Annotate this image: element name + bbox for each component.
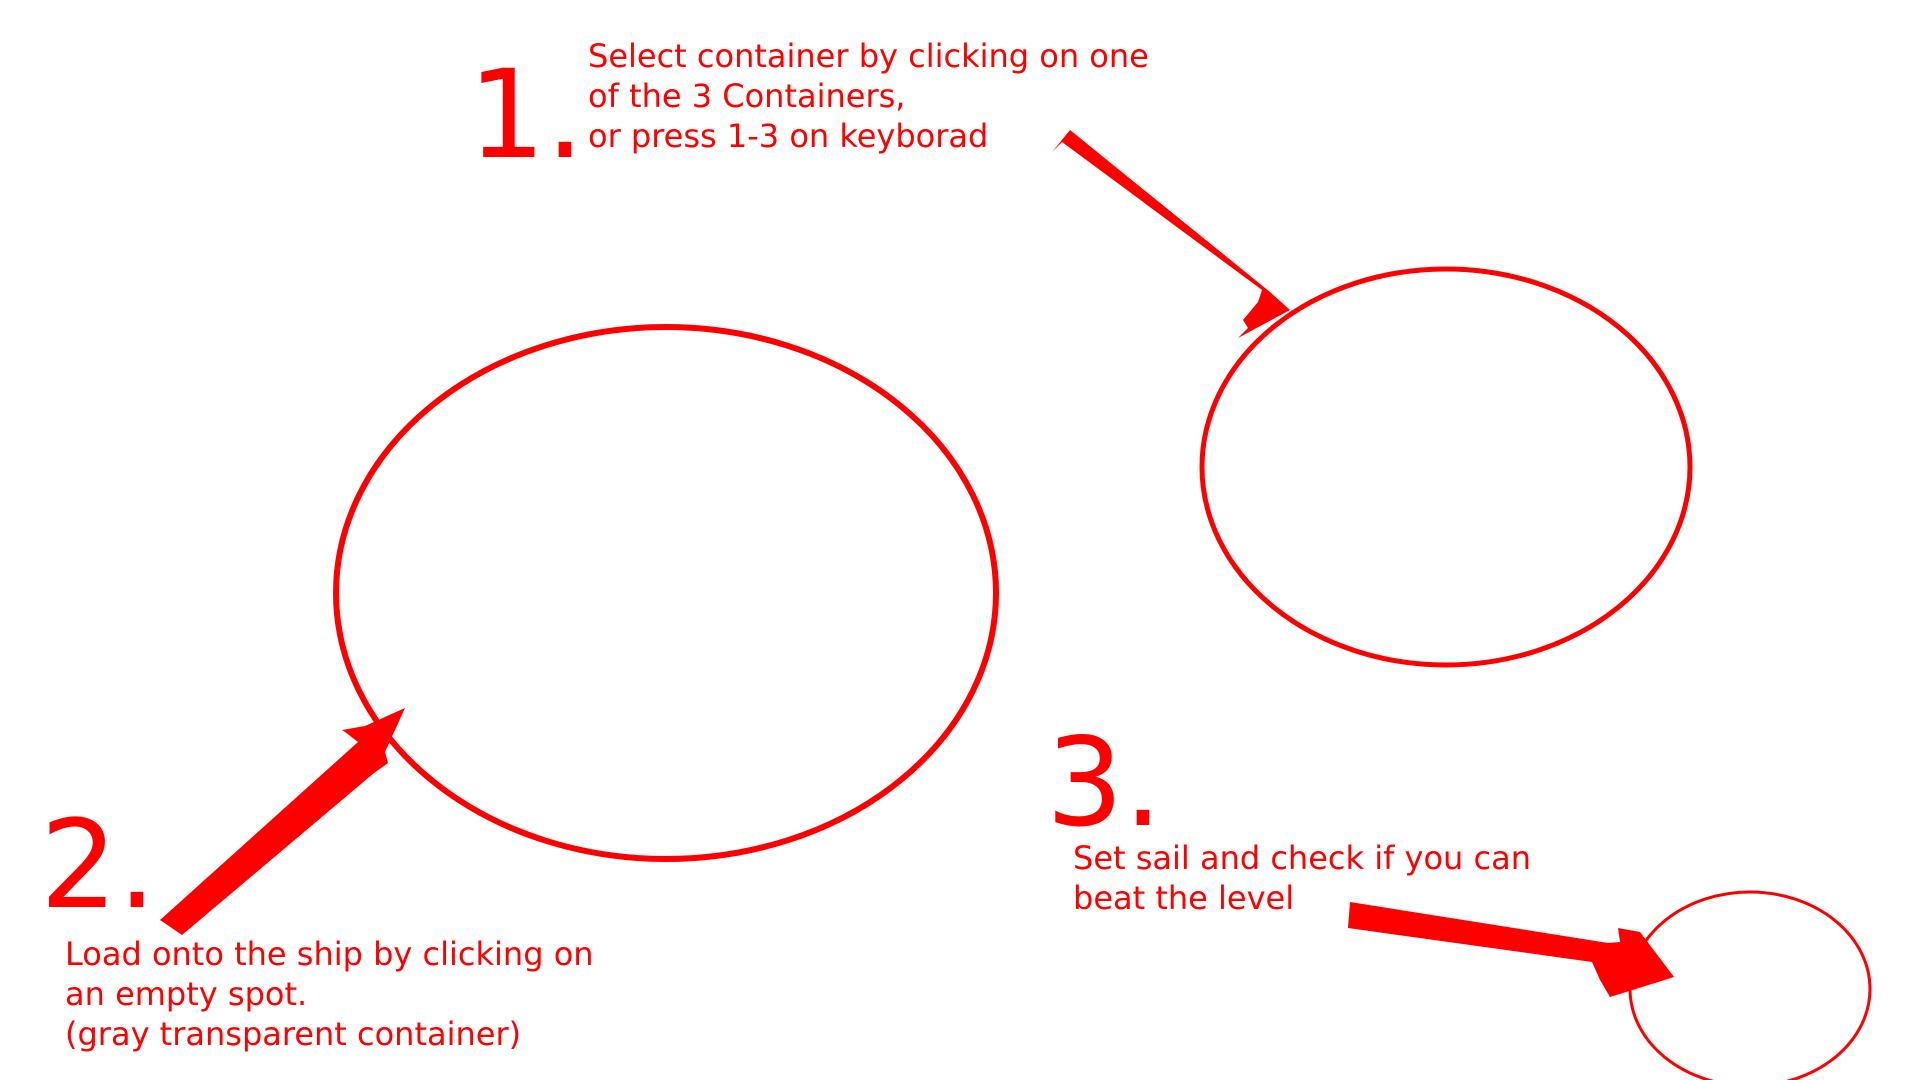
container-select-highlight-circle (1199, 266, 1693, 668)
step-1-line: of the 3 Containers, (588, 77, 906, 115)
step-2-line: Load onto the ship by clicking on (65, 935, 594, 973)
step-2-line: an empty spot. (65, 975, 308, 1013)
empty-spot-highlight-circle (333, 324, 999, 862)
step-1-line: Select container by clicking on one (588, 37, 1149, 75)
step-1-instructions: Select container by clicking on one of t… (588, 36, 1149, 156)
step-1-number: 1. (468, 44, 585, 186)
step-2-instructions: Load onto the ship by clicking on an emp… (65, 934, 594, 1054)
step1-arrow-icon (1052, 130, 1290, 338)
step-3-instructions: Set sail and check if you can beat the l… (1073, 838, 1531, 918)
step-2-number: 2. (40, 794, 157, 936)
step-3-line: Set sail and check if you can (1073, 839, 1531, 877)
step-3-number: 3. (1046, 712, 1163, 854)
step-1-line: or press 1-3 on keyborad (588, 117, 989, 155)
step3-arrow-icon (1348, 902, 1674, 997)
set-sail-button-highlight-circle (1628, 890, 1872, 1080)
step2-arrow-icon (160, 708, 405, 935)
step-3-line: beat the level (1073, 879, 1295, 917)
step-2-line: (gray transparent container) (65, 1015, 522, 1053)
